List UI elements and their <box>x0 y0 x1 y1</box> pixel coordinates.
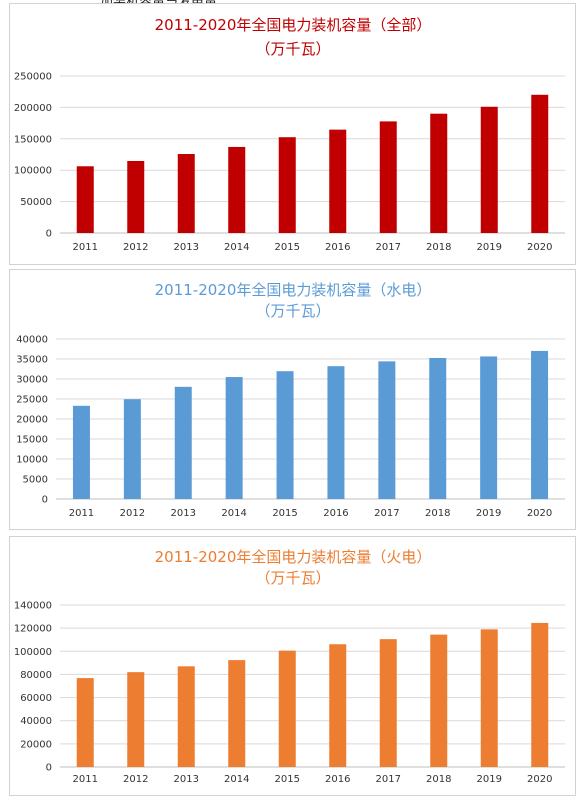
bar-hydro-2019 <box>480 356 498 499</box>
bar-thermal-2018 <box>430 634 448 767</box>
y-tick-label: 0 <box>46 229 52 240</box>
bar-hydro-2016 <box>327 366 345 499</box>
x-tick-label: 2016 <box>323 508 348 519</box>
x-tick-label: 2012 <box>123 774 148 785</box>
x-tick-label: 2017 <box>376 242 401 253</box>
bar-total-2016 <box>329 129 347 233</box>
x-tick-label: 2019 <box>476 508 501 519</box>
x-tick-label: 2019 <box>477 242 502 253</box>
bar-thermal-2011 <box>76 678 94 767</box>
x-tick-label: 2020 <box>527 508 552 519</box>
y-tick-label: 80000 <box>20 670 52 681</box>
y-tick-label: 50000 <box>20 197 52 208</box>
x-tick-label: 2020 <box>527 774 552 785</box>
x-tick-label: 2015 <box>272 508 297 519</box>
y-tick-label: 150000 <box>14 134 52 145</box>
x-tick-label: 2012 <box>120 508 145 519</box>
y-tick-label: 10000 <box>16 455 48 466</box>
y-tick-label: 60000 <box>20 693 52 704</box>
x-tick-label: 2020 <box>527 242 552 253</box>
bar-total-2020 <box>531 94 549 233</box>
x-tick-label: 2018 <box>425 508 450 519</box>
y-tick-label: 15000 <box>16 435 48 446</box>
bar-thermal-2017 <box>379 639 397 767</box>
bar-thermal-2016 <box>329 644 347 767</box>
x-tick-label: 2017 <box>374 508 399 519</box>
x-tick-label: 2016 <box>325 242 350 253</box>
bar-total-2019 <box>480 106 498 233</box>
bar-thermal-2019 <box>480 629 498 767</box>
x-tick-label: 2018 <box>426 242 451 253</box>
chart-title: 2011-2020年全国电力装机容量（水电） <box>155 281 432 299</box>
y-tick-label: 0 <box>42 495 48 506</box>
bar-hydro-2018 <box>429 357 447 499</box>
y-tick-label: 30000 <box>16 375 48 386</box>
chart-title: 2011-2020年全国电力装机容量（火电） <box>155 548 432 566</box>
x-tick-label: 2013 <box>174 242 199 253</box>
y-tick-label: 20000 <box>16 415 48 426</box>
y-tick-label: 100000 <box>14 166 52 177</box>
bar-total-2018 <box>430 113 448 233</box>
chart-panel-thermal: 2011-2020年全国电力装机容量（火电） （万千瓦） 0 20000 40000 60… <box>9 536 576 796</box>
y-tick-label: 140000 <box>14 601 52 612</box>
chart-thermal: 2011-2020年全国电力装机容量（火电） （万千瓦） 0 20000 40000 60… <box>14 548 565 785</box>
chart-subtitle: （万千瓦） <box>255 569 330 587</box>
x-tick-label: 2015 <box>275 774 300 785</box>
y-tick-label: 0 <box>46 763 52 774</box>
chart-panel-hydro: 2011-2020年全国电力装机容量（水电） （万千瓦） 0 5000 10000 150… <box>9 269 576 530</box>
y-tick-label: 20000 <box>20 739 52 750</box>
x-tick-label: 2011 <box>73 774 98 785</box>
y-tick-label: 250000 <box>14 72 52 83</box>
bar-thermal-2012 <box>127 672 145 767</box>
bar-total-2014 <box>228 146 246 233</box>
x-tick-label: 2013 <box>174 774 199 785</box>
bar-total-2012 <box>127 160 145 233</box>
x-tick-label: 2016 <box>325 774 350 785</box>
bar-total-2015 <box>278 137 296 233</box>
y-tick-label: 5000 <box>23 475 48 486</box>
chart-panel-total: 2011-2020年全国电力装机容量（全部） （万千瓦） 0 50000 100000 1… <box>9 3 576 265</box>
x-tick-label: 2015 <box>275 242 300 253</box>
bar-hydro-2014 <box>225 377 243 499</box>
bar-thermal-2014 <box>228 660 246 767</box>
bar-hydro-2020 <box>531 350 549 499</box>
chart-subtitle: （万千瓦） <box>255 40 330 58</box>
chart-subtitle: （万千瓦） <box>255 302 330 320</box>
x-tick-label: 2011 <box>73 242 98 253</box>
x-tick-label: 2013 <box>171 508 196 519</box>
x-tick-label: 2018 <box>426 774 451 785</box>
y-tick-label: 40000 <box>16 335 48 346</box>
bar-hydro-2017 <box>378 361 396 499</box>
x-tick-label: 2011 <box>69 508 94 519</box>
y-tick-label: 100000 <box>14 647 52 658</box>
x-tick-label: 2017 <box>376 774 401 785</box>
x-tick-label: 2014 <box>221 508 246 519</box>
bar-hydro-2011 <box>72 405 90 499</box>
chart-hydro: 2011-2020年全国电力装机容量（水电） （万千瓦） 0 5000 10000 150… <box>16 281 565 519</box>
bar-thermal-2015 <box>278 650 296 767</box>
bar-total-2017 <box>379 121 397 233</box>
x-tick-label: 2014 <box>224 774 249 785</box>
bar-hydro-2015 <box>276 371 294 499</box>
y-tick-label: 40000 <box>20 716 52 727</box>
x-tick-label: 2012 <box>123 242 148 253</box>
chart-total: 2011-2020年全国电力装机容量（全部） （万千瓦） 0 50000 100000 1… <box>14 16 565 253</box>
y-tick-label: 35000 <box>16 355 48 366</box>
bar-hydro-2012 <box>123 399 141 499</box>
bar-total-2013 <box>177 154 195 233</box>
bar-hydro-2013 <box>174 386 192 499</box>
y-tick-label: 25000 <box>16 395 48 406</box>
x-tick-label: 2019 <box>477 774 502 785</box>
chart-title: 2011-2020年全国电力装机容量（全部） <box>155 16 432 34</box>
x-tick-label: 2014 <box>224 242 249 253</box>
bar-thermal-2013 <box>177 666 195 767</box>
y-tick-label: 200000 <box>14 103 52 114</box>
y-tick-label: 120000 <box>14 624 52 635</box>
bar-total-2011 <box>76 166 94 233</box>
bar-thermal-2020 <box>531 622 549 767</box>
